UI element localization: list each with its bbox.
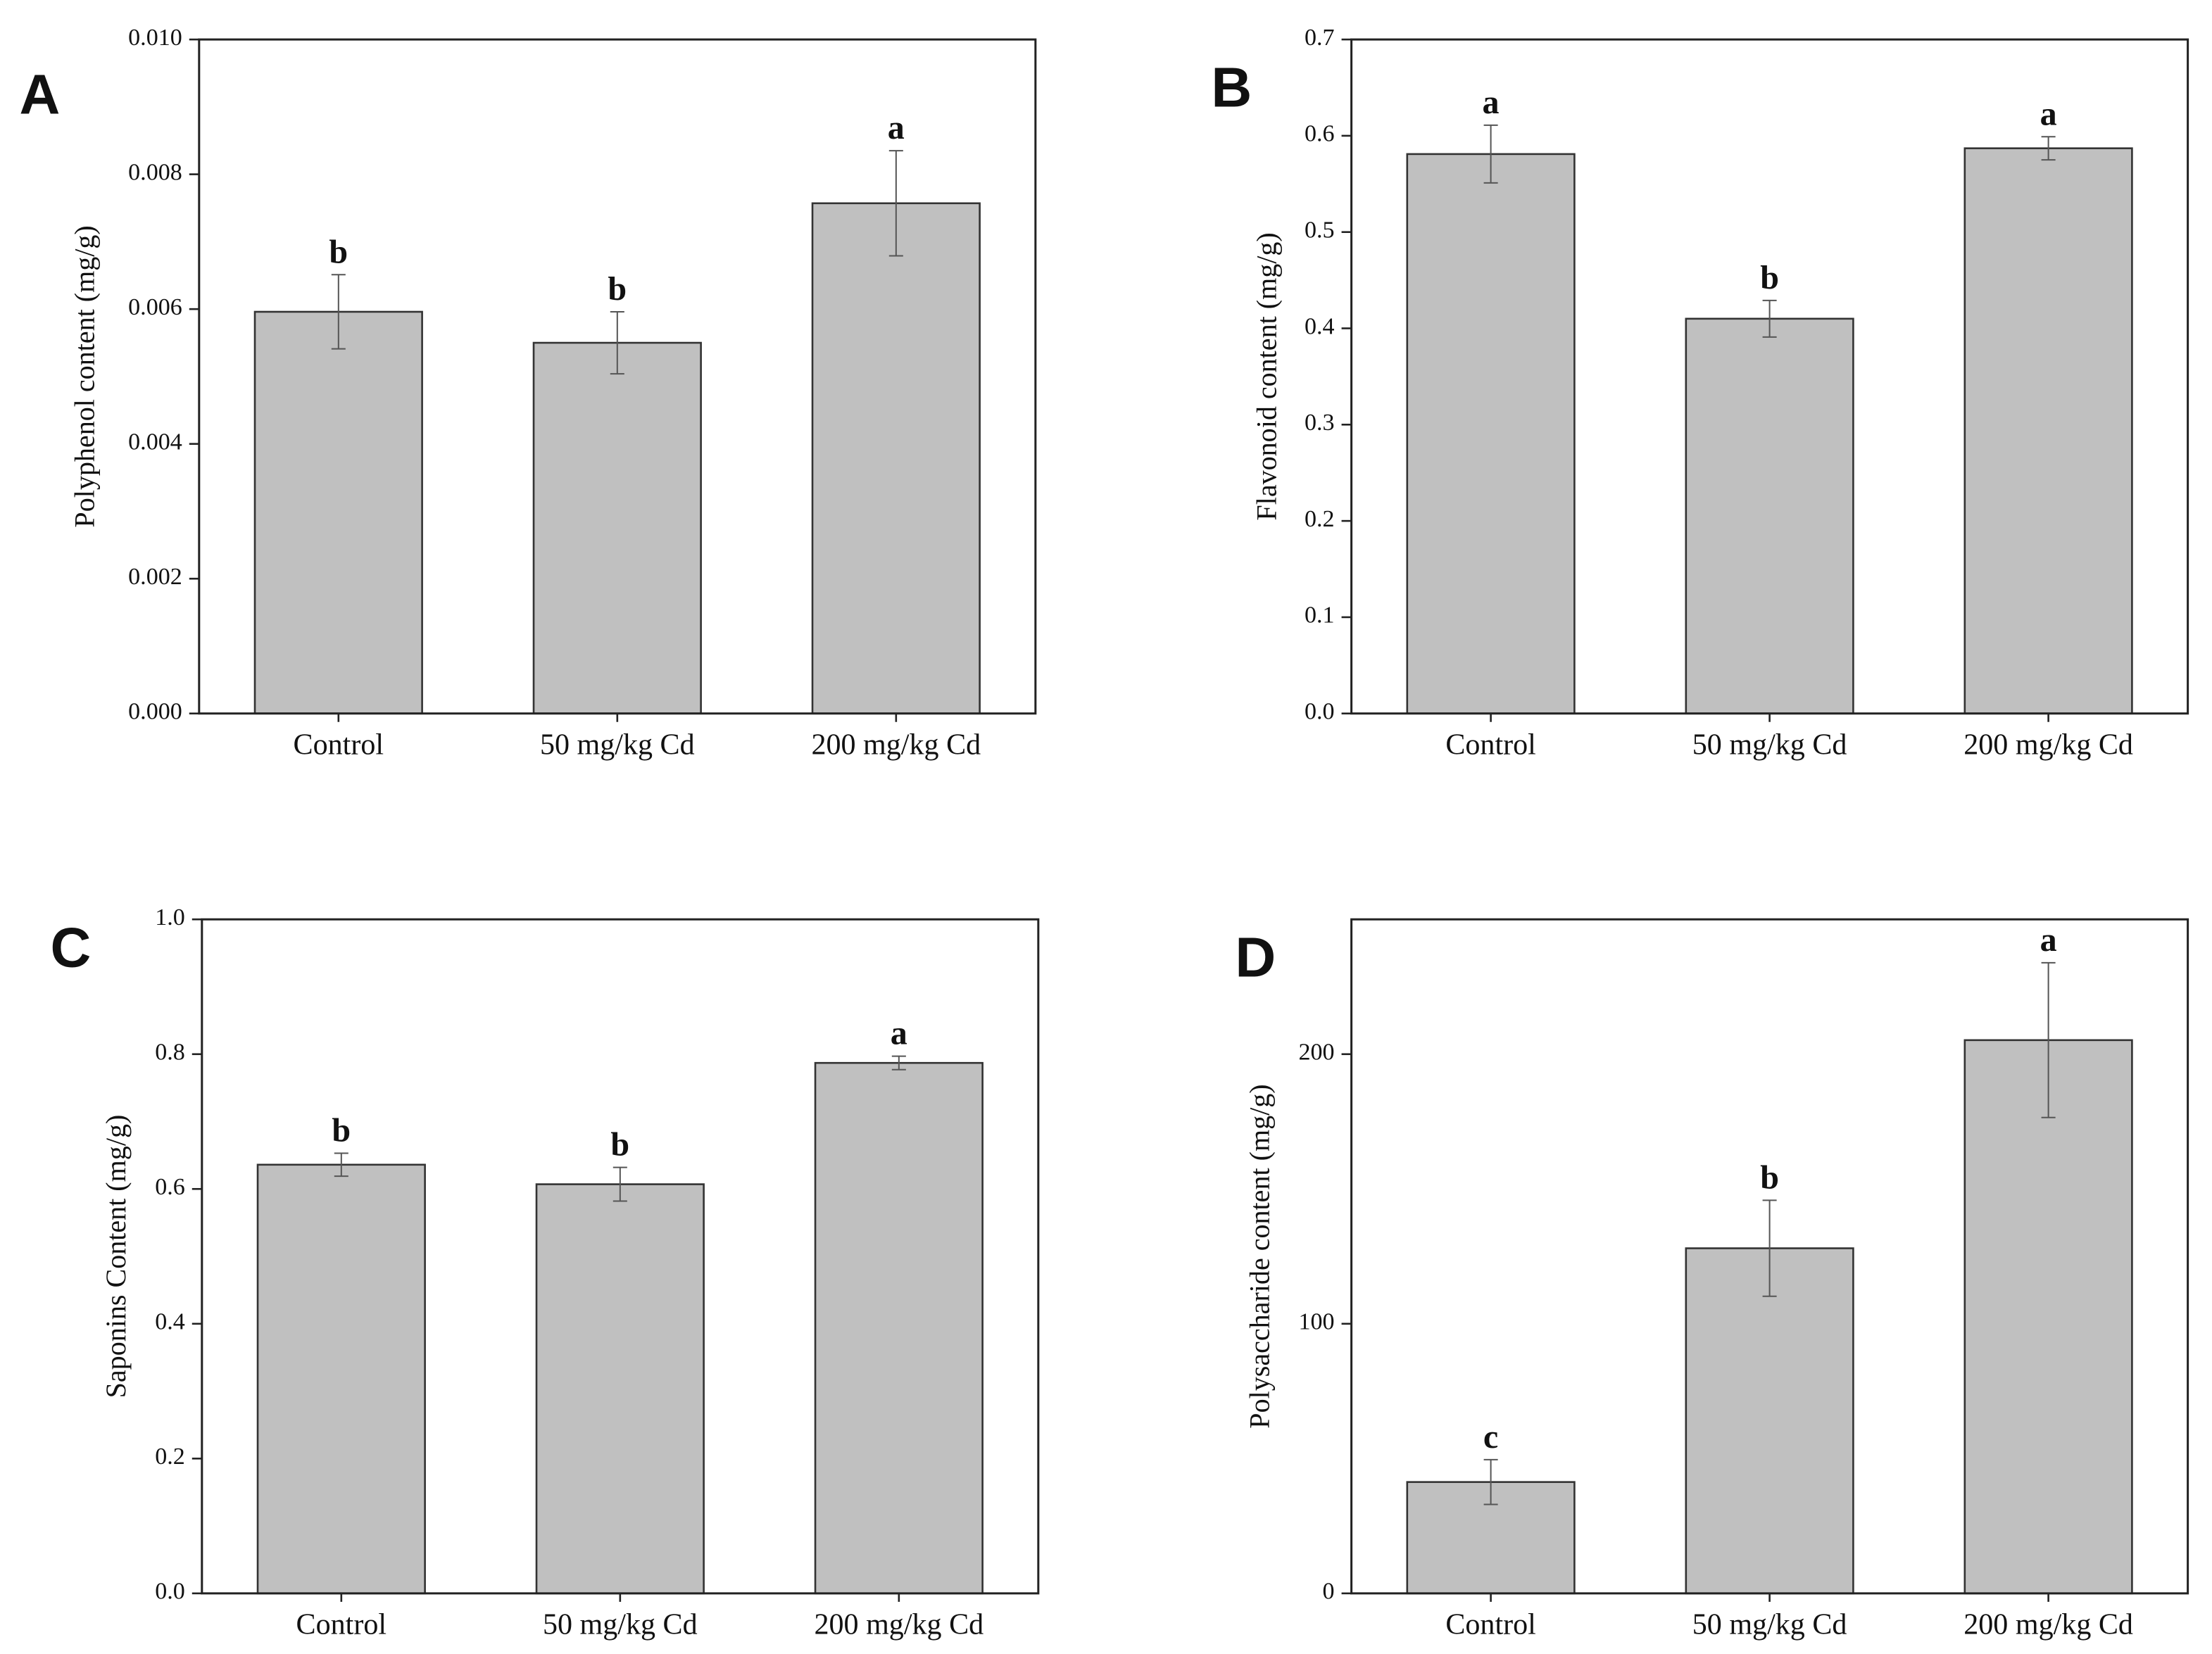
- x-tick-label: Control: [296, 1609, 387, 1641]
- y-tick-label: 0.7: [1305, 25, 1335, 51]
- bar: [1685, 1247, 1854, 1595]
- significance-letter: a: [2040, 95, 2057, 132]
- significance-letter: a: [891, 1015, 907, 1052]
- y-tick-label: 0.006: [128, 294, 182, 320]
- x-tick-label: 50 mg/kg Cd: [543, 1609, 698, 1641]
- y-tick-label: 0.5: [1305, 217, 1335, 244]
- x-tick-label: 200 mg/kg Cd: [814, 1609, 984, 1641]
- significance-letter: b: [329, 233, 348, 270]
- y-tick-label: 0.4: [155, 1309, 185, 1335]
- y-tick-label: 0.004: [128, 429, 182, 455]
- y-axis-label: Polyphenol content (mg/g): [69, 225, 101, 527]
- plot-frame: [1350, 918, 2189, 1595]
- bar: [532, 341, 702, 715]
- x-tick-label: Control: [294, 728, 384, 761]
- bar: [1685, 317, 1854, 715]
- plot-frame: [1350, 38, 2189, 715]
- significance-letter: a: [888, 109, 905, 146]
- bar: [256, 1163, 426, 1595]
- y-tick-label: 200: [1298, 1040, 1334, 1066]
- x-tick-label: 200 mg/kg Cd: [1963, 1609, 2133, 1641]
- bar: [1963, 1039, 2133, 1595]
- bar: [253, 310, 423, 715]
- significance-letter: b: [332, 1112, 351, 1149]
- panel-label: C: [51, 915, 92, 978]
- significance-letter: b: [1760, 259, 1779, 296]
- bar: [1963, 147, 2133, 715]
- significance-letter: c: [1483, 1418, 1498, 1456]
- panel-label: B: [1211, 55, 1252, 118]
- bar: [811, 202, 981, 715]
- y-axis-label: Flavonoid content (mg/g): [1251, 232, 1283, 520]
- y-tick-label: 0.0: [155, 1579, 185, 1605]
- y-tick-label: 0.000: [128, 699, 182, 725]
- significance-letter: b: [608, 270, 627, 308]
- y-axis-label: Polysaccharide content (mg/g): [1244, 1084, 1276, 1428]
- plot-frame: [201, 918, 1040, 1595]
- y-tick-label: 0.6: [1305, 121, 1335, 147]
- panel-label: A: [19, 62, 60, 125]
- y-tick-label: 0.2: [1305, 506, 1335, 532]
- x-tick-label: Control: [1445, 728, 1536, 761]
- y-tick-label: 0.6: [155, 1174, 185, 1200]
- y-tick-label: 0.4: [1305, 313, 1335, 339]
- bar: [535, 1183, 705, 1595]
- panel-label: D: [1235, 925, 1276, 988]
- y-tick-label: 1.0: [155, 904, 185, 930]
- y-tick-label: 0.010: [128, 25, 182, 51]
- bar: [1406, 153, 1576, 715]
- y-tick-label: 0.0: [1305, 699, 1335, 725]
- bar: [814, 1061, 984, 1595]
- y-tick-label: 100: [1298, 1309, 1334, 1335]
- y-tick-label: 0.008: [128, 159, 182, 185]
- x-tick-label: 200 mg/kg Cd: [811, 728, 981, 761]
- significance-letter: a: [2040, 921, 2057, 959]
- plot-frame: [198, 38, 1037, 715]
- y-axis-label: Saponins Content (mg/g): [100, 1115, 132, 1399]
- significance-letter: b: [1760, 1159, 1779, 1196]
- x-tick-label: 200 mg/kg Cd: [1963, 728, 2133, 761]
- y-tick-label: 0.2: [155, 1444, 185, 1470]
- significance-letter: b: [610, 1126, 629, 1163]
- x-tick-label: 50 mg/kg Cd: [1692, 728, 1847, 761]
- x-tick-label: 50 mg/kg Cd: [1692, 1609, 1847, 1641]
- x-tick-label: 50 mg/kg Cd: [540, 728, 695, 761]
- y-tick-label: 0.3: [1305, 410, 1335, 436]
- significance-letter: a: [1483, 84, 1500, 121]
- x-tick-label: Control: [1445, 1609, 1536, 1641]
- y-tick-label: 0.1: [1305, 602, 1335, 629]
- y-tick-label: 0.8: [155, 1040, 185, 1066]
- y-tick-label: 0: [1323, 1579, 1335, 1605]
- y-tick-label: 0.002: [128, 564, 182, 590]
